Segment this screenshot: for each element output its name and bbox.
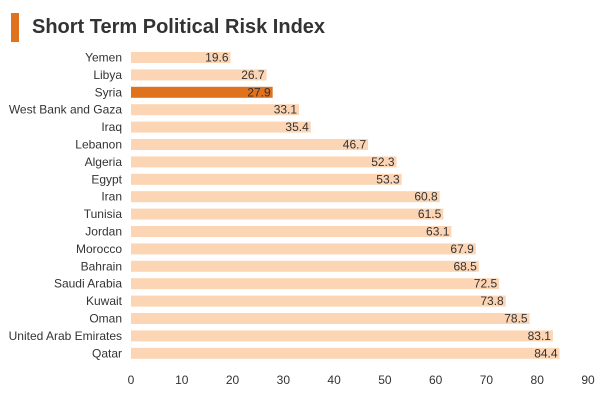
- data-label: 60.8: [414, 190, 438, 204]
- data-label: 63.1: [426, 225, 450, 239]
- category-label: West Bank and Gaza: [9, 103, 123, 117]
- data-label: 83.1: [528, 329, 552, 343]
- data-label: 67.9: [450, 242, 474, 256]
- bar: [131, 121, 311, 133]
- title-accent-bar: [11, 13, 19, 42]
- data-label: 53.3: [376, 172, 400, 186]
- x-tick-label: 50: [378, 373, 392, 387]
- category-label: Libya: [93, 68, 122, 82]
- data-label: 33.1: [274, 103, 298, 117]
- category-label: Algeria: [85, 155, 123, 169]
- data-label: 78.5: [504, 312, 528, 326]
- category-label: Jordan: [85, 225, 122, 239]
- category-label: Saudi Arabia: [54, 277, 122, 291]
- category-label: Egypt: [91, 172, 122, 186]
- category-label: Kuwait: [86, 294, 123, 308]
- bar: [131, 295, 506, 307]
- bar: [131, 278, 500, 290]
- category-label: Syria: [95, 85, 123, 99]
- x-tick-label: 0: [128, 373, 135, 387]
- data-label: 46.7: [343, 138, 367, 152]
- category-label: Tunisia: [84, 207, 123, 221]
- bar: [131, 208, 444, 220]
- bar: [131, 191, 440, 203]
- x-tick-label: 40: [327, 373, 341, 387]
- bar: [131, 260, 479, 272]
- category-label: United Arab Emirates: [9, 329, 122, 343]
- category-label: Iraq: [101, 120, 122, 134]
- x-tick-label: 70: [480, 373, 494, 387]
- bar: [131, 347, 560, 359]
- bar: [131, 139, 369, 150]
- category-label: Yemen: [85, 51, 122, 65]
- category-label: Oman: [89, 312, 122, 326]
- data-label: 84.4: [534, 346, 558, 360]
- data-label: 52.3: [371, 155, 395, 169]
- category-label: Morocco: [76, 242, 122, 256]
- data-label: 27.9: [247, 85, 271, 99]
- bar: [131, 173, 402, 185]
- bar: [131, 313, 530, 324]
- category-label: Lebanon: [75, 138, 122, 152]
- data-label: 72.5: [474, 277, 498, 291]
- category-label: Iran: [101, 190, 122, 204]
- data-label: 35.4: [285, 120, 309, 134]
- bar: [131, 104, 300, 116]
- data-label: 61.5: [418, 207, 442, 221]
- x-tick-label: 60: [429, 373, 443, 387]
- bar: [131, 330, 553, 342]
- data-label: 73.8: [480, 294, 504, 308]
- bar: [131, 243, 476, 255]
- category-label: Qatar: [92, 346, 122, 360]
- data-label: 19.6: [205, 51, 229, 65]
- bar: [131, 226, 452, 237]
- bar: [131, 69, 267, 81]
- bar: [131, 86, 273, 98]
- x-tick-label: 30: [277, 373, 291, 387]
- data-label: 68.5: [453, 259, 477, 273]
- x-tick-label: 20: [226, 373, 240, 387]
- category-label: Bahrain: [81, 259, 122, 273]
- bar: [131, 156, 397, 168]
- data-label: 26.7: [241, 68, 265, 82]
- bar: [131, 52, 231, 63]
- x-tick-label: 10: [175, 373, 189, 387]
- chart-title: Short Term Political Risk Index: [32, 16, 326, 38]
- x-tick-label: 80: [531, 373, 545, 387]
- x-tick-label: 90: [581, 373, 595, 387]
